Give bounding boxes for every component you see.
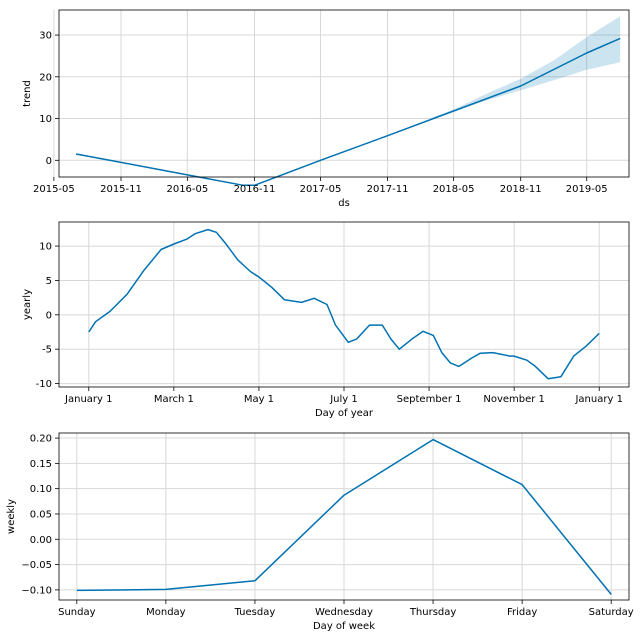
y-axis-label: trend [22,80,33,107]
x-tick-label: November 1 [483,394,545,405]
y-tick-label: −0.10 [21,585,52,596]
x-tick-label: 2019-05 [566,184,608,195]
x-axis-label: Day of year [315,408,374,419]
x-tick-label: July 1 [329,394,358,405]
y-tick-label: 0.15 [30,459,52,470]
series-line-1 [88,228,600,380]
x-tick-label: 2015-11 [100,184,142,195]
x-tick-label: 2016-11 [234,184,276,195]
y-tick-label: 0.05 [30,509,52,520]
x-axis-label: Day of week [313,621,375,632]
series-line-1 [75,37,621,187]
y-axis-label: yearly [22,289,33,320]
x-tick-label: Monday [146,607,186,618]
x-axis-label: ds [338,198,350,209]
y-tick-label: 5 [46,276,52,287]
x-tick-label: 2018-05 [433,184,475,195]
x-tick-label: Tuesday [234,607,276,618]
x-tick-label: 2017-05 [300,184,342,195]
chart-panel-1: 2015-05 2015-11 2016-05 2016-11 2017-05 2017-… [22,9,630,209]
y-tick-label: 0.20 [30,434,52,445]
y-tick-label: 20 [39,72,52,83]
x-tick-label: January 1 [574,394,622,405]
x-tick-label: 2016-05 [166,184,208,195]
y-tick-label: -5 [42,345,52,356]
y-axis-label: weekly [6,499,17,534]
y-tick-label: 0.10 [30,484,52,495]
x-tick-label: Thursday [409,607,457,618]
x-tick-label: 2015-05 [33,184,75,195]
x-tick-label: September 1 [397,394,462,405]
x-tick-label: 2017-11 [367,184,409,195]
uncertainty-band [431,16,621,119]
x-tick-label: March 1 [154,394,194,405]
x-tick-label: 2018-11 [500,184,542,195]
y-tick-label: 0.00 [30,535,52,546]
x-tick-label: May 1 [244,394,274,405]
series-line-1 [76,438,612,595]
y-tick-label: 0 [46,310,52,321]
chart-panel-2: January 1 March 1 May 1 July 1 September 1 No… [22,221,630,419]
chart-panel-3: Sunday Monday Tuesday Wednesday Thursday Frid… [6,432,634,632]
x-tick-label: Sunday [58,607,95,618]
y-tick-label: −0.05 [21,560,52,571]
x-tick-label: Saturday [589,607,634,618]
y-tick-label: 0 [46,156,52,167]
y-tick-label: 10 [39,114,52,125]
y-tick-label: 10 [39,242,52,253]
x-tick-label: Friday [507,607,537,618]
plot-frame [58,9,630,178]
y-tick-label: -10 [36,379,52,390]
x-tick-label: Wednesday [315,607,373,618]
y-tick-label: 30 [39,31,52,42]
x-tick-label: January 1 [64,394,112,405]
